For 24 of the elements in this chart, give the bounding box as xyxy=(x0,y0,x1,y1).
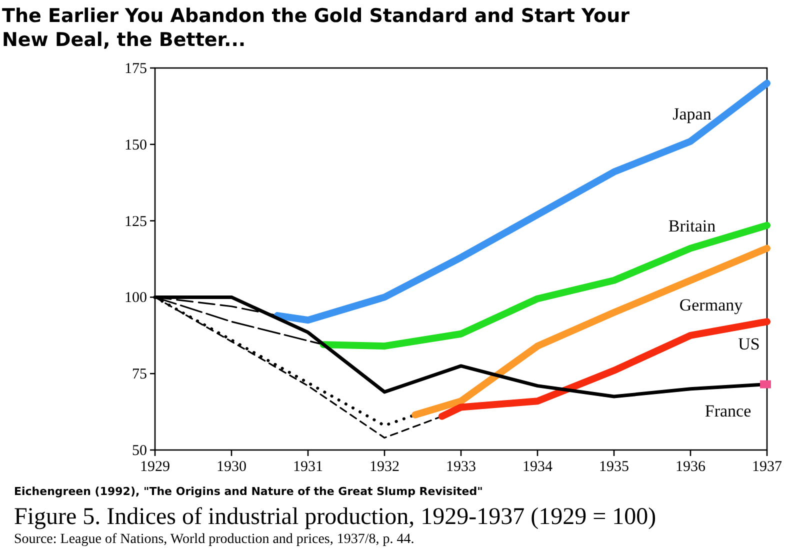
x-tick-label: 1931 xyxy=(293,459,323,475)
y-tick-label: 175 xyxy=(124,61,147,77)
x-tick-label: 1936 xyxy=(676,459,706,475)
caption: Figure 5. Indices of industrial production, 1929-1937 (1929 = 100) xyxy=(14,504,656,530)
y-tick-label: 125 xyxy=(124,214,147,230)
series-label: Japan xyxy=(672,104,712,124)
chart-title: The Earlier You Abandon the Gold Standard and Start Your New Deal, the Better... xyxy=(2,5,630,51)
y-tick-label: 100 xyxy=(124,290,147,306)
y-tick-label: 50 xyxy=(132,443,147,459)
x-tick-label: 1932 xyxy=(370,459,400,475)
series-label: US xyxy=(738,334,760,354)
y-tick-label: 75 xyxy=(132,366,147,383)
x-tick-label: 1933 xyxy=(446,459,476,475)
series-label: France xyxy=(704,401,752,420)
x-tick-label: 1930 xyxy=(216,459,246,475)
x-tick-label: 1929 xyxy=(140,459,170,475)
series-label: Britain xyxy=(668,216,716,236)
source-note: Source: League of Nations, World production and prices, 1937/8, p. 44. xyxy=(14,532,414,547)
text: Eichengreen (1992), "The Origins and Nature of the Great Slump Revisited" xyxy=(14,485,483,498)
x-tick-label: 1937 xyxy=(752,459,782,475)
series-label: Germany xyxy=(679,295,744,314)
x-tick-label: 1935 xyxy=(599,459,629,475)
x-tick-label: 1934 xyxy=(522,459,553,475)
y-tick-label: 150 xyxy=(124,137,147,154)
